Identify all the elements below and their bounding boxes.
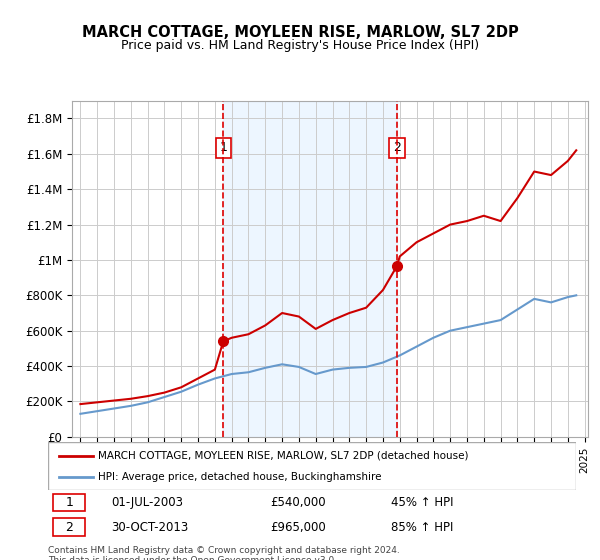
Text: 01-JUL-2003: 01-JUL-2003 <box>112 496 184 509</box>
Bar <box>223 101 397 437</box>
Text: Contains HM Land Registry data © Crown copyright and database right 2024.
This d: Contains HM Land Registry data © Crown c… <box>48 546 400 560</box>
Text: 30-OCT-2013: 30-OCT-2013 <box>112 521 188 534</box>
Text: 1: 1 <box>65 496 73 509</box>
FancyBboxPatch shape <box>53 519 85 536</box>
Text: 45% ↑ HPI: 45% ↑ HPI <box>391 496 454 509</box>
Text: MARCH COTTAGE, MOYLEEN RISE, MARLOW, SL7 2DP (detached house): MARCH COTTAGE, MOYLEEN RISE, MARLOW, SL7… <box>98 451 469 461</box>
FancyBboxPatch shape <box>48 442 576 490</box>
Text: 1: 1 <box>220 141 227 155</box>
Text: 2: 2 <box>393 141 401 155</box>
FancyBboxPatch shape <box>53 494 85 511</box>
Text: 85% ↑ HPI: 85% ↑ HPI <box>391 521 454 534</box>
Text: MARCH COTTAGE, MOYLEEN RISE, MARLOW, SL7 2DP: MARCH COTTAGE, MOYLEEN RISE, MARLOW, SL7… <box>82 25 518 40</box>
Text: £965,000: £965,000 <box>270 521 326 534</box>
Text: £540,000: £540,000 <box>270 496 325 509</box>
Text: 2: 2 <box>65 521 73 534</box>
Text: HPI: Average price, detached house, Buckinghamshire: HPI: Average price, detached house, Buck… <box>98 472 382 482</box>
Text: Price paid vs. HM Land Registry's House Price Index (HPI): Price paid vs. HM Land Registry's House … <box>121 39 479 52</box>
